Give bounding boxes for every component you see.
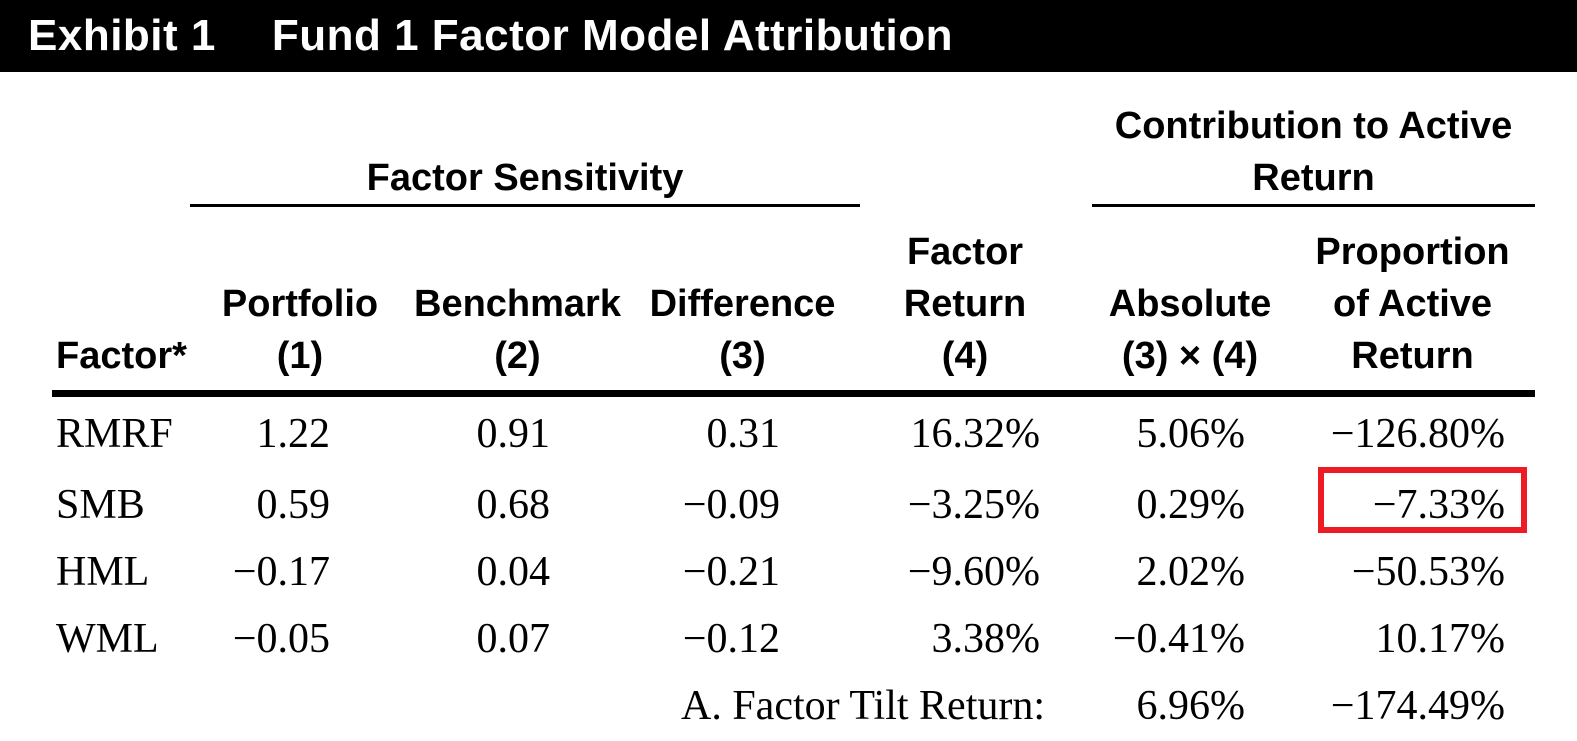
proportion-value: −7.33% (1372, 482, 1506, 528)
portfolio-value: −0.17 (232, 549, 330, 595)
factor-tilt-proportion-total: −174.49% (1330, 683, 1506, 729)
group-header-cell-factor-sensitivity: Factor Sensitivity (190, 90, 861, 207)
exhibit-title-bar: Exhibit 1 Fund 1 Factor Model Attributio… (0, 0, 1577, 72)
factor-tilt-return-label: A. Factor Tilt Return: (680, 683, 1046, 729)
difference-value: −0.12 (682, 616, 781, 662)
table-row-smb: SMB 0.59 0.68 −0.09 −3.25% 0.29% −7.33% (52, 466, 1535, 539)
factor-label: RMRF (56, 411, 173, 458)
factor-tilt-absolute-total: 6.96% (1136, 683, 1246, 729)
group-header-cell-contribution: Contribution to Active Return (1070, 90, 1536, 207)
group-header-factor-sensitivity: Factor Sensitivity (190, 152, 861, 207)
group-header-spacer (860, 90, 1070, 207)
portfolio-value: 0.59 (256, 482, 331, 528)
proportion-value: −50.53% (1351, 549, 1506, 595)
benchmark-value: 0.91 (476, 411, 551, 458)
col-header-portfolio: Portfolio (1) (190, 207, 410, 397)
factor-return-value: 3.38% (931, 616, 1041, 662)
exhibit-title: Fund 1 Factor Model Attribution (271, 11, 954, 60)
benchmark-value: 0.07 (476, 616, 551, 662)
factor-label: SMB (56, 482, 145, 528)
factor-return-value: −9.60% (907, 549, 1041, 595)
benchmark-value: 0.68 (476, 482, 551, 528)
col-header-benchmark: Benchmark (2) (410, 207, 625, 397)
difference-value: −0.09 (682, 482, 781, 528)
group-header-contribution-to-active-return: Contribution to Active Return (1092, 100, 1536, 207)
col-header-factor-return: Factor Return (4) (860, 207, 1071, 397)
exhibit-number: Exhibit 1 (28, 11, 216, 60)
table-row-wml: WML −0.05 0.07 −0.12 3.38% −0.41% 10.17% (52, 606, 1535, 673)
absolute-contribution-value: 2.02% (1136, 549, 1246, 595)
table-row-rmrf: RMRF 1.22 0.91 0.31 16.32% 5.06% −126.80… (52, 394, 1535, 472)
column-header-row: Factor* Portfolio (1) Benchmark (2) Diff… (52, 207, 1536, 397)
factor-label: WML (56, 616, 159, 662)
factor-return-value: 16.32% (910, 411, 1041, 458)
group-header-spacer (52, 90, 190, 207)
factor-label: HML (56, 549, 150, 595)
table-row-hml: HML −0.17 0.04 −0.21 −9.60% 2.02% −50.53… (52, 539, 1535, 606)
factor-return-value: −3.25% (907, 482, 1041, 528)
difference-value: 0.31 (706, 411, 781, 458)
absolute-contribution-value: −0.41% (1112, 616, 1246, 662)
difference-value: −0.21 (682, 549, 781, 595)
group-header-row: Factor Sensitivity Contribution to Activ… (52, 90, 1536, 207)
benchmark-value: 0.04 (476, 549, 551, 595)
portfolio-value: −0.05 (232, 616, 330, 662)
col-header-factor: Factor* (52, 207, 190, 397)
col-header-difference: Difference (3) (625, 207, 861, 397)
col-header-proportion: Proportion of Active Return (1310, 207, 1536, 397)
proportion-value-highlighted: −7.33% (1310, 466, 1535, 539)
portfolio-value: 1.22 (256, 411, 331, 458)
factor-attribution-table: Factor Sensitivity Contribution to Activ… (52, 90, 1536, 740)
proportion-value: 10.17% (1375, 616, 1506, 662)
table-row-factor-tilt-return: A. Factor Tilt Return: 6.96% −174.49% (52, 673, 1535, 740)
absolute-contribution-value: 0.29% (1136, 482, 1246, 528)
absolute-contribution-value: 5.06% (1136, 411, 1246, 458)
col-header-absolute: Absolute (3) × (4) (1070, 207, 1311, 397)
proportion-value: −126.80% (1330, 411, 1506, 458)
